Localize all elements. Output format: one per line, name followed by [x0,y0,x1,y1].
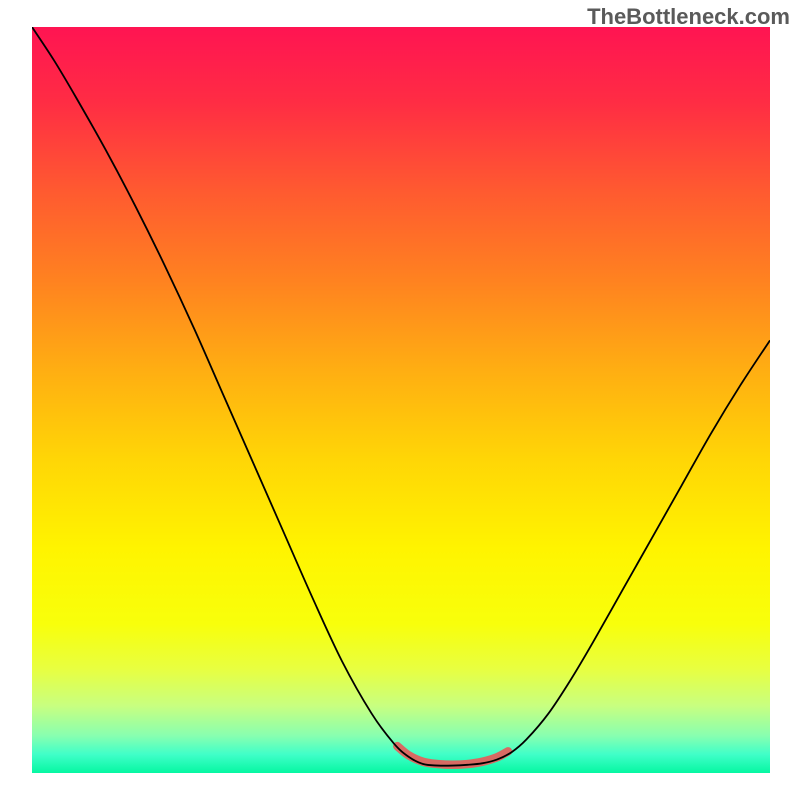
plot-svg [32,27,770,773]
plot-area [32,27,770,773]
chart-container: TheBottleneck.com [0,0,800,800]
gradient-background [32,27,770,773]
watermark-text: TheBottleneck.com [587,4,790,30]
